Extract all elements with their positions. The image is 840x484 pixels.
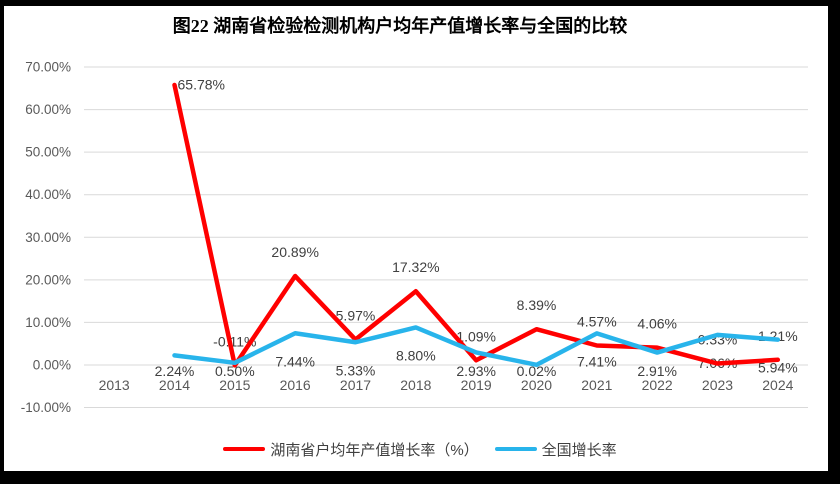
data-label: 65.78%	[178, 76, 225, 92]
y-axis-tick-label: 70.00%	[25, 60, 71, 75]
data-label: 7.41%	[577, 353, 617, 369]
data-label: 5.97%	[336, 308, 376, 324]
legend-line-swatch-hunan	[223, 447, 266, 451]
x-axis-tick-label: 2014	[159, 377, 190, 393]
legend-label-national: 全国增长率	[541, 441, 617, 459]
data-label: 5.33%	[336, 362, 376, 378]
x-axis-tick-label: 2022	[642, 377, 673, 393]
data-label: 20.89%	[271, 244, 318, 260]
legend-line-swatch-national	[494, 447, 537, 451]
data-label: 4.57%	[577, 313, 617, 329]
legend-label-hunan: 湖南省户均年产值增长率（%）	[270, 441, 479, 459]
data-label: 0.02%	[517, 363, 557, 379]
data-label: 4.06%	[637, 316, 677, 332]
y-axis-tick-label: 0.00%	[33, 357, 71, 372]
y-axis-tick-label: 40.00%	[25, 187, 71, 202]
y-axis-tick-label: 30.00%	[25, 230, 71, 245]
data-label: 2.93%	[456, 363, 496, 379]
data-label: 2.91%	[637, 363, 677, 379]
data-label: 0.50%	[215, 363, 255, 379]
x-axis-tick-label: 2016	[280, 377, 311, 393]
data-label: 17.32%	[392, 259, 439, 275]
y-axis-tick-label: 10.00%	[25, 315, 71, 330]
series-line-hunan	[172, 82, 781, 368]
y-axis-tick-label: 20.00%	[25, 272, 71, 287]
legend-item-hunan: 湖南省户均年产值增长率（%）	[223, 439, 479, 460]
x-axis-tick-label: 2021	[581, 377, 612, 393]
data-label: 8.39%	[517, 297, 557, 313]
data-label: 1.09%	[456, 328, 496, 344]
legend-item-national: 全国增长率	[494, 439, 617, 460]
data-label: 5.94%	[758, 360, 798, 376]
chart-legend: 湖南省户均年产值增长率（%） 全国增长率	[0, 437, 840, 461]
chart-title: 图22 湖南省检验检测机构户均年产值增长率与全国的比较	[172, 16, 628, 36]
x-axis-tick-label: 2018	[400, 377, 431, 393]
y-axis-tick-label: -10.00%	[21, 400, 71, 415]
x-axis-tick-label: 2013	[99, 377, 130, 393]
data-label: 8.80%	[396, 347, 436, 363]
x-axis-tick-label: 2019	[461, 377, 492, 393]
y-axis-tick-label: 60.00%	[25, 102, 71, 117]
x-axis-tick-label: 2017	[340, 377, 371, 393]
series-line-national	[172, 325, 781, 368]
x-axis-tick-label: 2023	[702, 377, 733, 393]
x-axis-tick-label: 2020	[521, 377, 552, 393]
y-axis-tick-label: 50.00%	[25, 145, 71, 160]
data-label: 2.24%	[155, 363, 195, 379]
x-axis-tick-label: 2015	[219, 377, 250, 393]
x-axis-tick-label: 2024	[762, 377, 793, 393]
data-label: 7.44%	[275, 353, 315, 369]
